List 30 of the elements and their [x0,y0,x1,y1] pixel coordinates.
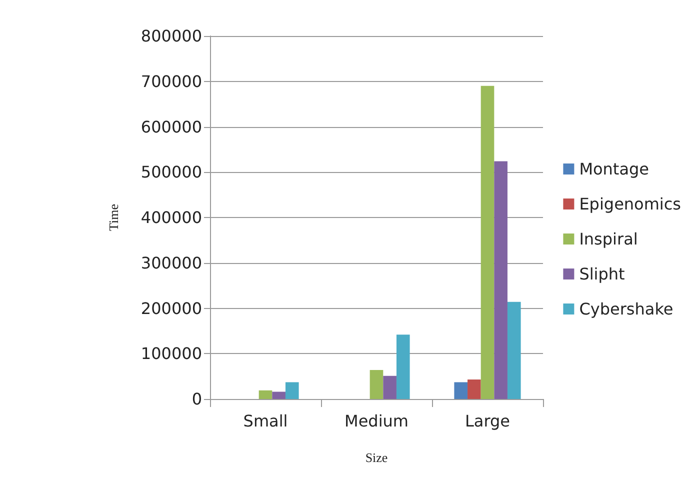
x-tick-label: Small [243,412,288,430]
y-tick-label: 100000 [140,344,202,364]
legend-label: Epigenomics [579,194,682,214]
y-tick-label: 300000 [140,253,202,272]
bar [494,161,508,399]
bar [507,302,521,399]
legend-label: Slipht [579,264,625,284]
bar [480,86,494,399]
y-tick-label: 400000 [140,208,202,227]
y-axis-title: Time [106,204,121,231]
bar [383,376,396,399]
x-axis-title: Size [365,450,388,465]
y-tick-label: 500000 [140,162,202,182]
y-tick-label: 0 [192,390,202,408]
x-tick-label: Large [464,412,510,430]
bar [396,334,410,399]
y-tick-label: 800000 [140,26,202,46]
y-tick-label: 700000 [140,72,202,91]
bar [468,379,481,399]
legend-label: Montage [579,160,650,178]
bar [258,390,272,399]
x-tick-label: Medium [344,412,408,430]
legend-label: Inspiral [579,230,638,248]
bar [370,370,384,399]
legend-label: Cybershake [579,300,674,318]
y-tick-label: 600000 [140,117,202,136]
bar [454,382,468,399]
y-tick-label: 200000 [140,298,202,318]
bar [272,392,286,399]
bar [285,382,299,399]
